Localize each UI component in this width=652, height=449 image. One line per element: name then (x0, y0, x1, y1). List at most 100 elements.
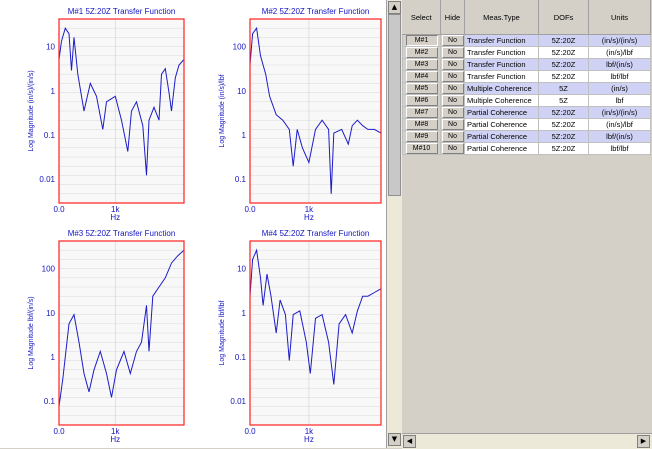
x-axis-label: Hz (304, 213, 314, 222)
plot-title: M#4 5Z:20Z Transfer Function (262, 229, 370, 238)
units-cell[interactable]: (in/s)/(in/s) (588, 106, 651, 119)
units-cell[interactable]: (in/s)/lbf (588, 46, 651, 59)
dofs-cell[interactable]: 5Z:20Z (538, 58, 589, 71)
column-header-meas-type[interactable]: Meas.Type (464, 0, 539, 35)
hide-cell: No (440, 70, 465, 83)
table-row[interactable]: M#3 No Transfer Function 5Z:20Z lbf/(in/s) (402, 58, 651, 71)
x-axis-label: Hz (110, 213, 120, 222)
plot-frame (249, 240, 382, 426)
meas-type-cell[interactable]: Transfer Function (464, 34, 539, 47)
meas-type-cell[interactable]: Transfer Function (464, 58, 539, 71)
units-cell[interactable]: (in/s) (588, 82, 651, 95)
up-arrow-icon[interactable]: ▲ (388, 1, 401, 14)
units-cell[interactable]: (in/s)/lbf (588, 118, 651, 131)
dofs-cell[interactable]: 5Z (538, 82, 589, 95)
select-measurement-button[interactable]: M#6 (405, 95, 438, 106)
table-row[interactable]: M#4 No Transfer Function 5Z:20Z lbf/lbf (402, 70, 651, 83)
select-cell: M#1 (402, 34, 441, 47)
hide-cell: No (440, 118, 465, 131)
plot-panel-p1[interactable]: M#1 5Z:20Z Transfer Function 10 1 0.1 0.01 0.… (28, 7, 185, 222)
hide-toggle-button[interactable]: No (441, 143, 464, 154)
dofs-cell[interactable]: 5Z:20Z (538, 34, 589, 47)
hide-toggle-button[interactable]: No (441, 59, 464, 70)
units-cell[interactable]: lbf/lbf (588, 142, 651, 155)
select-measurement-button[interactable]: M#3 (405, 59, 438, 70)
down-arrow-icon[interactable]: ▼ (388, 433, 401, 446)
y-tick-label: 10 (46, 309, 55, 318)
units-cell[interactable]: lbf/(in/s) (588, 58, 651, 71)
y-tick-label: 1 (242, 309, 247, 318)
plot-panel-p4[interactable]: M#4 5Z:20Z Transfer Function 10 1 0.1 0.01 0.… (219, 229, 382, 444)
dofs-cell[interactable]: 5Z (538, 94, 589, 107)
meas-type-cell[interactable]: Partial Coherence (464, 130, 539, 143)
x-tick-label: 1k (111, 205, 120, 214)
select-measurement-button[interactable]: M#8 (405, 119, 438, 130)
hide-toggle-button[interactable]: No (441, 35, 464, 46)
select-cell: M#5 (402, 82, 441, 95)
select-measurement-button[interactable]: M#10 (405, 143, 438, 154)
meas-type-cell[interactable]: Transfer Function (464, 46, 539, 59)
hide-toggle-button[interactable]: No (441, 131, 464, 142)
meas-type-cell[interactable]: Transfer Function (464, 70, 539, 83)
hide-toggle-button[interactable]: No (441, 71, 464, 82)
table-row[interactable]: M#10 No Partial Coherence 5Z:20Z lbf/lbf (402, 142, 651, 155)
x-tick-label: 0.0 (53, 427, 65, 436)
plot-panel-p3[interactable]: M#3 5Z:20Z Transfer Function 100 10 1 0.1 0.0… (28, 229, 185, 444)
select-measurement-button[interactable]: M#4 (405, 71, 438, 82)
units-cell[interactable]: lbf/lbf (588, 70, 651, 83)
hide-toggle-button[interactable]: No (441, 47, 464, 58)
dofs-cell[interactable]: 5Z:20Z (538, 142, 589, 155)
column-header-select[interactable]: Select (402, 0, 441, 35)
table-row[interactable]: M#1 No Transfer Function 5Z:20Z (in/s)/(in/s… (402, 34, 651, 47)
table-row[interactable]: M#8 No Partial Coherence 5Z:20Z (in/s)/lbf (402, 118, 651, 131)
table-row[interactable]: M#7 No Partial Coherence 5Z:20Z (in/s)/(in/s… (402, 106, 651, 119)
select-measurement-button[interactable]: M#1 (405, 35, 438, 46)
table-row[interactable]: M#9 No Partial Coherence 5Z:20Z lbf/(in/s) (402, 130, 651, 143)
units-cell[interactable]: (in/s)/(in/s) (588, 34, 651, 47)
table-horizontal-scrollbar[interactable]: ◀ ▶ (402, 433, 652, 449)
magnitude-curve (249, 26, 382, 194)
y-axis-label: Log Magnitude (in/s)/(in/s) (28, 70, 35, 151)
select-cell: M#7 (402, 106, 441, 119)
select-measurement-button[interactable]: M#9 (405, 131, 438, 142)
hide-cell: No (440, 106, 465, 119)
column-header-hide[interactable]: Hide (440, 0, 465, 35)
units-cell[interactable]: lbf (588, 94, 651, 107)
left-arrow-icon[interactable]: ◀ (403, 435, 416, 448)
right-arrow-icon[interactable]: ▶ (637, 435, 650, 448)
scrollbar-thumb[interactable] (388, 14, 401, 196)
dofs-cell[interactable]: 5Z:20Z (538, 118, 589, 131)
plot-panel-p2[interactable]: M#2 5Z:20Z Transfer Function 100 10 1 0.1 0.0… (219, 7, 382, 222)
table-row[interactable]: M#2 No Transfer Function 5Z:20Z (in/s)/lbf (402, 46, 651, 59)
column-header-units[interactable]: Units (588, 0, 651, 35)
select-cell: M#3 (402, 58, 441, 71)
select-cell: M#9 (402, 130, 441, 143)
meas-type-cell[interactable]: Partial Coherence (464, 142, 539, 155)
plots-canvas: M#1 5Z:20Z Transfer Function1010.10.010.… (28, 7, 382, 444)
hide-toggle-button[interactable]: No (441, 119, 464, 130)
select-measurement-button[interactable]: M#5 (405, 83, 438, 94)
meas-type-cell[interactable]: Multiple Coherence (464, 82, 539, 95)
units-cell[interactable]: lbf/(in/s) (588, 130, 651, 143)
hide-toggle-button[interactable]: No (441, 95, 464, 106)
y-axis-label: Log Magnitude lbf/lbf (219, 300, 226, 365)
select-measurement-button[interactable]: M#2 (405, 47, 438, 58)
table-row[interactable]: M#6 No Multiple Coherence 5Z lbf (402, 94, 651, 107)
dofs-cell[interactable]: 5Z:20Z (538, 106, 589, 119)
meas-type-cell[interactable]: Partial Coherence (464, 118, 539, 131)
hide-toggle-button[interactable]: No (441, 83, 464, 94)
y-tick-label: 0.1 (44, 397, 56, 406)
dofs-cell[interactable]: 5Z:20Z (538, 70, 589, 83)
magnitude-curve (58, 27, 185, 176)
dofs-cell[interactable]: 5Z:20Z (538, 130, 589, 143)
select-measurement-button[interactable]: M#7 (405, 107, 438, 118)
column-header-dofs[interactable]: DOFs (538, 0, 589, 35)
hide-cell: No (440, 46, 465, 59)
meas-type-cell[interactable]: Partial Coherence (464, 106, 539, 119)
hide-toggle-button[interactable]: No (441, 107, 464, 118)
plots-vertical-scrollbar[interactable]: ▲ ▼ (386, 0, 403, 448)
dofs-cell[interactable]: 5Z:20Z (538, 46, 589, 59)
table-row[interactable]: M#5 No Multiple Coherence 5Z (in/s) (402, 82, 651, 95)
meas-type-cell[interactable]: Multiple Coherence (464, 94, 539, 107)
